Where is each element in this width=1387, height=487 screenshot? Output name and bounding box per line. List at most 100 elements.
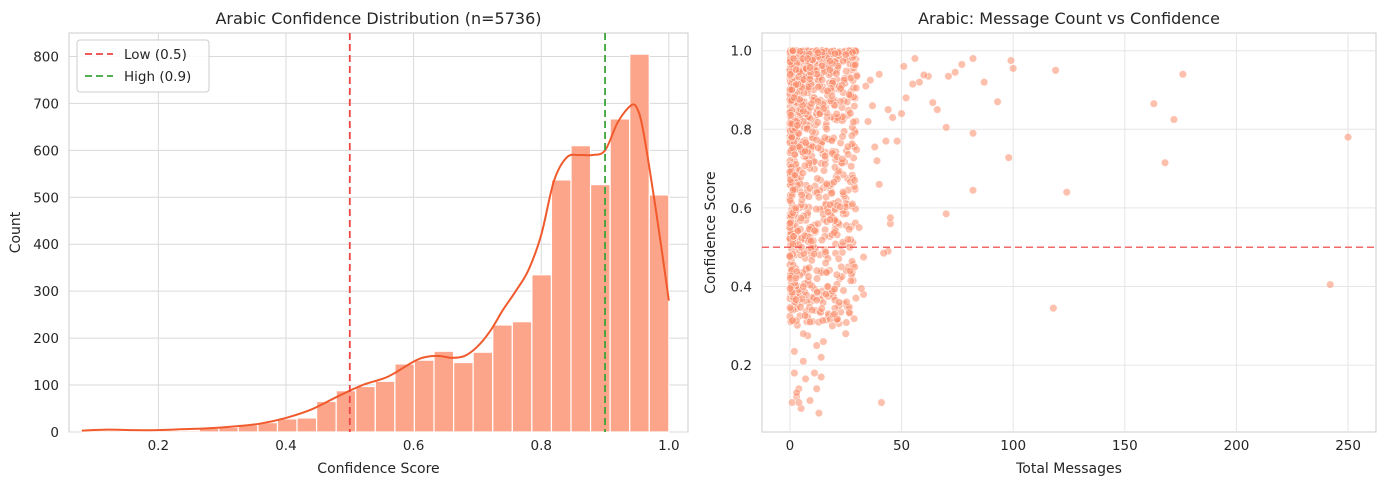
scatter-point	[944, 72, 953, 81]
scatter-point	[968, 186, 978, 195]
histogram-legend: Low (0.5) High (0.9)	[76, 39, 210, 93]
scatter-point	[820, 160, 830, 169]
scatter-point	[823, 207, 833, 217]
scatter-point	[800, 311, 810, 320]
histogram-y-tick-label: 100	[33, 378, 59, 394]
histogram-bar	[550, 179, 572, 433]
scatter-point	[792, 388, 801, 397]
scatter-point	[855, 223, 864, 232]
scatter-point	[790, 347, 799, 356]
scatter-point	[799, 282, 808, 291]
scatter-point	[786, 111, 795, 120]
histogram-x-tick-label: 0.4	[275, 438, 296, 454]
scatter-x-label: Total Messages	[1015, 461, 1122, 477]
histogram-bar	[433, 350, 455, 433]
scatter-point	[841, 50, 850, 59]
legend-low-label: Low (0.5)	[124, 47, 187, 63]
histogram-bar	[276, 418, 298, 433]
histogram-y-tick-label: 700	[33, 96, 59, 112]
scatter-point	[942, 123, 951, 132]
scatter-points	[785, 46, 1353, 418]
histogram-bar	[648, 194, 670, 433]
scatter-point	[823, 86, 832, 95]
scatter-point	[852, 83, 861, 93]
scatter-point	[838, 154, 847, 164]
scatter-point	[1009, 64, 1018, 73]
scatter-point	[846, 266, 855, 275]
scatter-point	[827, 136, 837, 145]
histogram-x-tick-label: 1.0	[658, 438, 679, 454]
scatter-point	[830, 285, 839, 294]
legend-frame	[76, 39, 210, 93]
scatter-point	[796, 214, 806, 223]
scatter-point	[846, 276, 855, 285]
scatter-y-tick-label: 1.0	[731, 44, 752, 60]
histogram-bar	[355, 385, 376, 433]
scatter-title: Arabic: Message Count vs Confidence	[918, 9, 1220, 28]
histogram-bar	[609, 118, 631, 433]
scatter-point	[851, 294, 861, 303]
scatter-point	[875, 180, 884, 189]
scatter-point	[817, 372, 826, 382]
scatter-point	[837, 262, 846, 271]
scatter-point	[823, 282, 832, 291]
scatter-point	[842, 297, 851, 307]
scatter-x-tick-label: 150	[1112, 438, 1138, 454]
scatter-point	[789, 93, 799, 102]
scatter-point	[841, 329, 850, 338]
scatter-point	[812, 384, 821, 393]
scatter-point	[825, 215, 835, 224]
histogram-x-tick-label: 0.8	[530, 438, 551, 454]
scatter-point	[832, 270, 841, 279]
scatter-point	[852, 145, 861, 154]
scatter-point	[919, 70, 928, 80]
scatter-point	[800, 161, 810, 170]
scatter-point	[859, 252, 868, 262]
scatter-point	[980, 78, 989, 87]
histogram-y-tick-label: 400	[33, 237, 59, 253]
scatter-point	[993, 97, 1002, 106]
histogram-bar	[394, 363, 416, 433]
scatter-point	[1343, 133, 1353, 142]
scatter-point	[899, 62, 908, 71]
histogram-y-tick-label: 500	[33, 190, 59, 206]
histogram-bar	[531, 274, 553, 433]
scatter-point	[798, 168, 807, 178]
scatter-point	[819, 104, 828, 113]
scatter-point	[818, 316, 827, 325]
scatter-point	[807, 236, 816, 246]
scatter-point	[847, 131, 857, 140]
histogram-y-tick-label: 300	[33, 284, 59, 300]
scatter-point	[805, 184, 814, 193]
scatter-point	[814, 143, 823, 152]
scatter-point	[787, 132, 796, 142]
scatter-point	[1169, 115, 1179, 124]
scatter-point	[886, 213, 895, 222]
scatter-point	[812, 204, 821, 214]
scatter-y-tick-label: 0.4	[731, 280, 752, 296]
scatter-y-label: Confidence Score	[703, 171, 719, 293]
histogram-y-label: Count	[8, 211, 24, 253]
scatter-point	[830, 163, 840, 172]
scatter-point	[812, 296, 821, 305]
scatter-point	[794, 398, 803, 407]
histogram-bar	[570, 145, 592, 433]
scatter-point	[825, 65, 834, 74]
scatter-point	[836, 202, 845, 211]
scatter-point	[785, 303, 795, 312]
histogram-bar	[296, 417, 318, 433]
scatter-point	[1326, 280, 1335, 289]
scatter-x-tick-label: 50	[893, 438, 910, 454]
scatter-point	[791, 295, 801, 304]
scatter-point	[957, 60, 966, 69]
histogram-kde-curve	[81, 103, 670, 432]
scatter-point	[866, 76, 875, 85]
scatter-x-tick-label: 250	[1335, 438, 1361, 454]
scatter-point	[892, 137, 902, 146]
scatter-point	[785, 284, 795, 293]
histogram-title: Arabic Confidence Distribution (n=5736)	[215, 9, 541, 28]
scatter-point	[868, 101, 877, 110]
scatter-point	[790, 150, 799, 159]
scatter-point	[814, 48, 823, 57]
histogram-y-tick-label: 800	[33, 49, 59, 65]
